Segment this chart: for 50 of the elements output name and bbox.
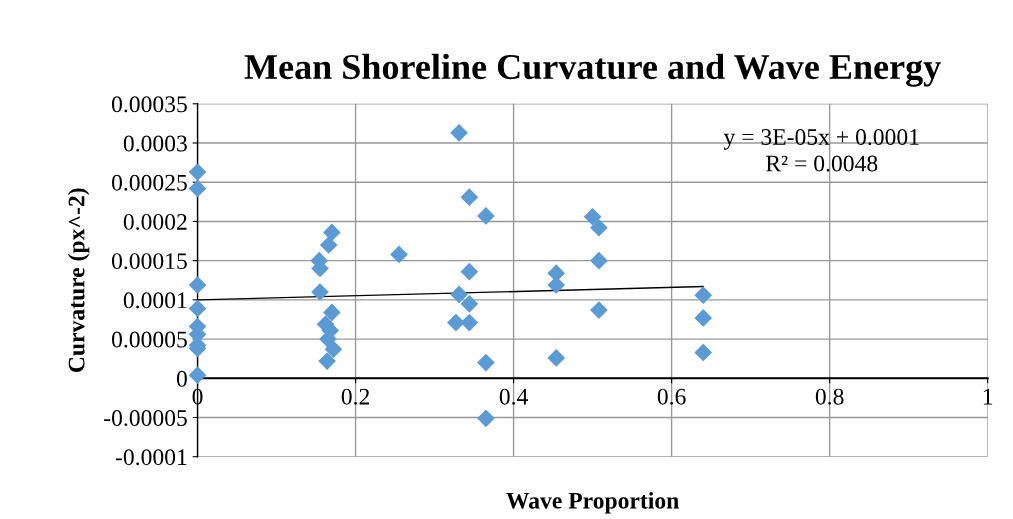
annotation: y = 3E-05x + 0.0001 <box>723 129 919 150</box>
x-tick-label: 0.6 <box>657 388 686 405</box>
point <box>188 163 207 181</box>
point <box>323 303 341 322</box>
y-axis-title: Curvature (px^-2) <box>67 188 90 372</box>
point <box>547 349 566 367</box>
point <box>188 299 207 318</box>
point <box>694 309 713 327</box>
point <box>311 283 329 301</box>
chart-title: Mean Shoreline Curvature and Wave Energy <box>244 53 941 87</box>
point <box>319 236 338 254</box>
y-tick-label: 0 <box>176 370 187 387</box>
x-axis-title: Wave Proportion <box>506 492 679 514</box>
point <box>583 207 602 226</box>
point <box>450 123 468 142</box>
point <box>188 366 207 384</box>
y-tick-label: 0.00035 <box>111 96 187 113</box>
annotation: R² = 0.0048 <box>765 155 878 172</box>
point <box>590 218 608 237</box>
point <box>694 286 713 304</box>
point <box>590 251 608 270</box>
y-tick-label: 0.00015 <box>111 253 187 270</box>
x-tick-label: 0.8 <box>815 388 844 405</box>
point <box>447 313 465 332</box>
y-tick-label: -0.0001 <box>115 449 187 466</box>
point <box>460 262 479 281</box>
x-tick-label: 1 <box>983 388 993 405</box>
y-tick-label: -0.00005 <box>104 410 187 427</box>
point <box>390 245 408 264</box>
point <box>460 294 479 313</box>
point <box>450 285 468 304</box>
y-tick-label: 0.0002 <box>123 213 187 230</box>
point <box>460 188 479 206</box>
point <box>460 313 479 332</box>
point <box>318 352 336 370</box>
y-tick-label: 0.0003 <box>123 135 187 152</box>
y-tick-label: 0.0001 <box>123 292 187 309</box>
point <box>324 340 343 359</box>
point <box>477 207 495 225</box>
y-tick-label: 0.00025 <box>111 174 187 191</box>
point <box>323 223 341 242</box>
point <box>590 301 608 319</box>
point <box>477 353 495 372</box>
point <box>188 179 207 198</box>
point <box>694 343 713 362</box>
point <box>188 276 207 294</box>
x-tick-label: 0.4 <box>499 388 528 405</box>
x-tick-label: 0.2 <box>341 388 370 405</box>
y-tick-label: 0.00005 <box>111 331 187 348</box>
point <box>477 409 495 428</box>
